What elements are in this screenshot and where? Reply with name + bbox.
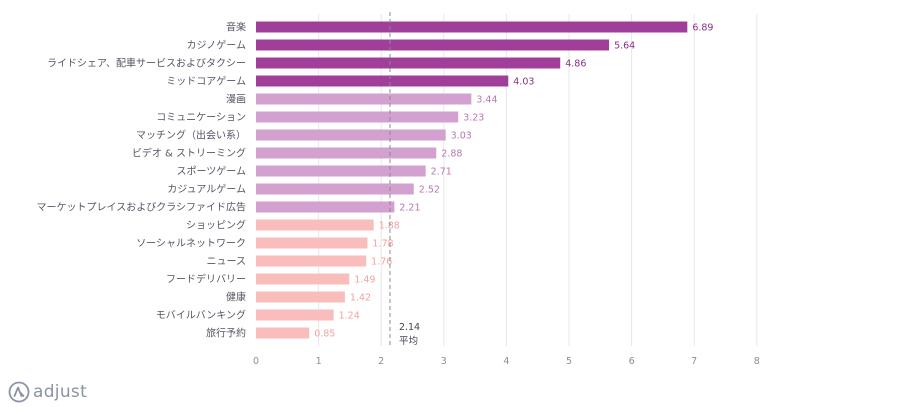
category-label: ライドシェア、配車サービスおよびタクシー [47,57,246,70]
category-label: ビデオ & ストリーミング [132,147,246,160]
bar [256,57,561,69]
x-tick-label: 1 [316,356,322,367]
bar [256,183,414,195]
bar-value-label: 5.64 [614,41,635,52]
bar [256,129,446,141]
x-tick-label: 0 [253,356,259,367]
bar [256,111,459,123]
bars: 音楽 6.89 カジノゲーム 5.64 ライドシェア、配車サービスおよびタクシー 4.86… [37,21,714,340]
category-label: ニュース [207,257,247,268]
bar [256,309,334,321]
bar-value-label: 3.44 [476,95,497,106]
category-label: ショッピング [186,219,246,232]
bar [256,147,437,159]
adjust-logo-text: adjust [33,382,88,402]
x-tick-label: 3 [441,356,447,367]
bar-value-label: 4.86 [565,59,586,70]
average-marker: 2.14 平均 [389,12,420,347]
category-label: フードデリバリー [166,273,246,286]
average-value-label: 2.14 [399,322,420,333]
bar-value-label: 6.89 [692,23,713,34]
bar-value-label: 3.23 [463,113,484,124]
bar [256,75,509,87]
x-tick-label: 8 [754,356,760,367]
bar [256,237,368,249]
category-label: ソーシャルネットワーク [136,238,246,250]
bar-value-label: 3.03 [451,131,472,142]
x-tick-label: 4 [503,356,509,367]
category-label: 漫画 [226,94,246,106]
bar [256,219,374,231]
bar-value-label: 1.78 [372,239,393,250]
bar [256,39,610,51]
bar-value-label: 2.21 [399,203,420,214]
category-label: 旅行予約 [206,327,246,340]
adjust-logo: adjust [8,380,87,404]
bar-value-label: 1.24 [339,311,360,322]
bar-value-label: 1.42 [350,293,371,304]
bar [256,165,426,177]
x-tick-label: 2 [378,356,384,367]
category-label: 音楽 [226,21,246,34]
bar-value-label: 1.88 [379,221,400,232]
bar [256,273,350,285]
category-label: 健康 [226,291,246,304]
category-label: コミュニケーション [156,112,246,124]
bar [256,201,395,213]
category-label: マーケットプレイスおよびクラシファイド広告 [37,201,247,214]
bar-value-label: 1.49 [354,275,375,286]
category-label: モバイルバンキング [156,309,246,322]
category-label: マッチング（出会い系） [136,129,246,142]
adjust-logo-icon [8,381,30,403]
bar-value-label: 2.52 [419,185,440,196]
category-label: カジノゲーム [187,40,247,52]
bar-value-label: 4.03 [513,77,534,88]
x-axis-ticks: 0 1 2 3 4 5 6 7 8 [253,356,760,367]
category-label: カジュアルゲーム [167,184,246,196]
bar-value-label: 0.85 [314,329,335,340]
category-label: スポーツゲーム [177,166,247,178]
bar [256,93,472,105]
grid-lines [318,14,758,346]
bar [256,291,345,303]
average-text-label: 平均 [399,335,418,347]
bar-value-label: 1.76 [371,257,392,268]
bar [256,255,367,267]
bar [256,21,688,33]
bar-value-label: 2.71 [431,167,452,178]
x-tick-label: 7 [691,356,697,367]
x-tick-label: 6 [629,356,635,367]
bar [256,327,310,339]
category-label: ミッドコアゲーム [166,76,246,88]
x-tick-label: 5 [566,356,572,367]
bar-value-label: 2.88 [441,149,462,160]
